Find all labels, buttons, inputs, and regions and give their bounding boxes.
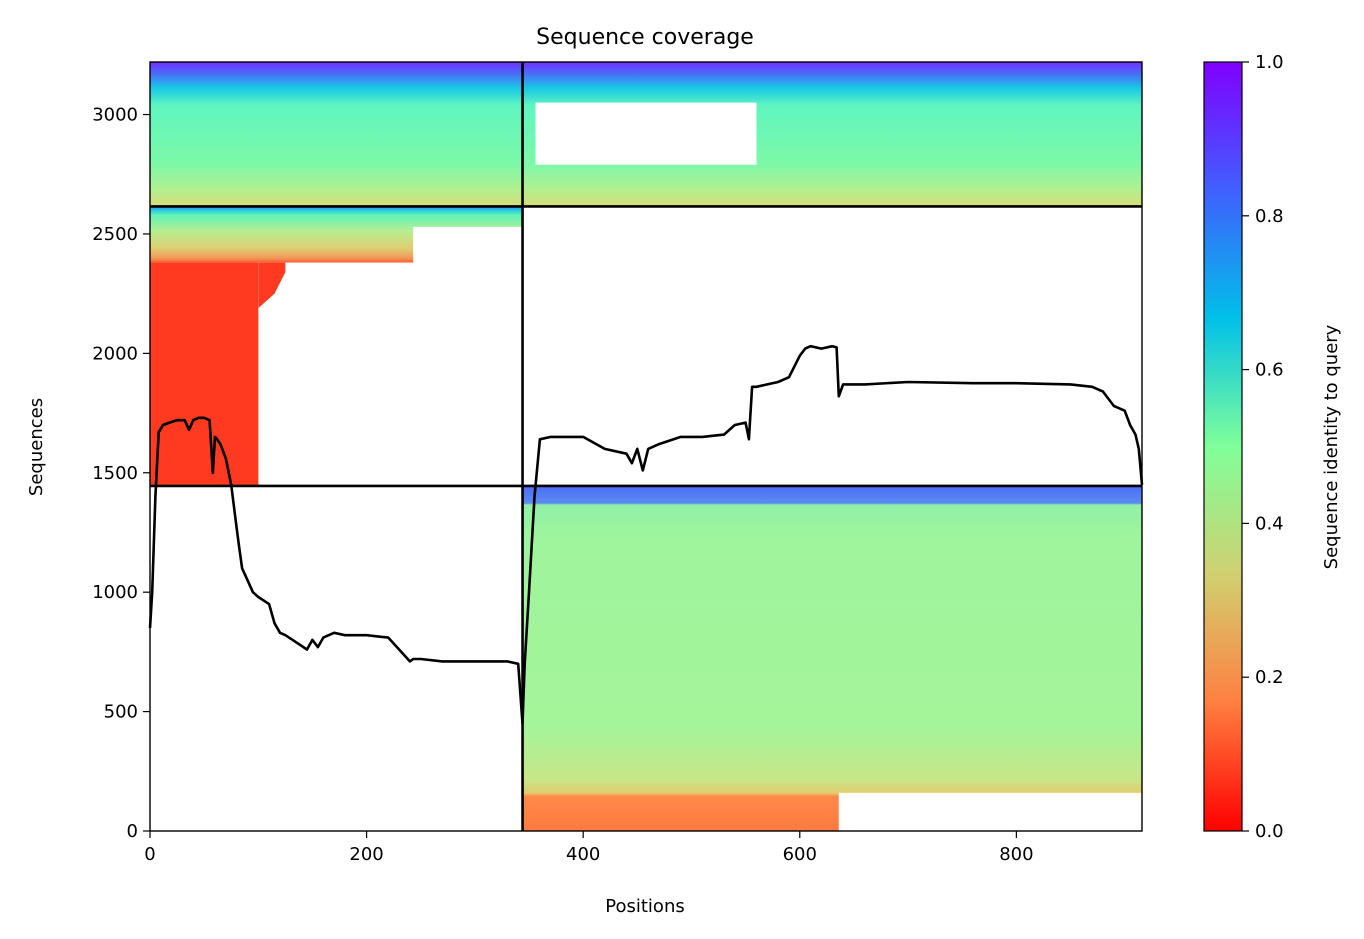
x-tick-label: 200 <box>349 844 383 865</box>
uncovered-region <box>413 226 523 263</box>
colorbar-tick-label: 0.6 <box>1255 360 1284 381</box>
x-tick-label: 400 <box>566 844 600 865</box>
uncovered-region <box>258 262 523 486</box>
y-axis-label: Sequences <box>26 398 47 496</box>
y-tick-label: 2000 <box>92 343 138 364</box>
colorbar: 0.0 0.2 0.4 0.6 0.8 1.0 <box>1203 52 1284 842</box>
y-tick-label: 500 <box>104 702 138 723</box>
y-tick-label: 1500 <box>92 463 138 484</box>
msa-block <box>150 62 523 207</box>
colorbar-tick-label: 0.4 <box>1255 513 1284 534</box>
colorbar-tick-label: 1.0 <box>1255 52 1284 73</box>
colorbar-tick-label: 0.2 <box>1255 667 1284 688</box>
x-axis-label: Positions <box>605 896 684 917</box>
axes-layer: 0 200 400 600 800 0 500 1000 1500 2000 2500 3000 <box>92 61 1143 865</box>
uncovered-region <box>535 102 757 165</box>
uncovered-region <box>838 792 1142 831</box>
x-tick-label: 800 <box>999 844 1033 865</box>
x-tick-label: 600 <box>783 844 817 865</box>
colorbar-tick-label: 0.0 <box>1255 821 1284 842</box>
y-tick-label: 3000 <box>92 105 138 126</box>
colorbar-label: Sequence identity to query <box>1321 324 1342 569</box>
axes-frame <box>149 61 1143 832</box>
chart-title: Sequence coverage <box>536 25 754 50</box>
y-tick-label: 1000 <box>92 582 138 603</box>
y-tick-label: 0 <box>127 821 138 842</box>
y-tick-label: 2500 <box>92 224 138 245</box>
colorbar-tick-label: 0.8 <box>1255 206 1284 227</box>
coverage-layer <box>148 62 1144 831</box>
low-identity-edge <box>234 262 286 486</box>
x-tick-label: 0 <box>144 844 155 865</box>
colorbar-gradient <box>1203 61 1243 832</box>
plot-area <box>150 62 1142 831</box>
msa-block <box>522 485 1142 831</box>
